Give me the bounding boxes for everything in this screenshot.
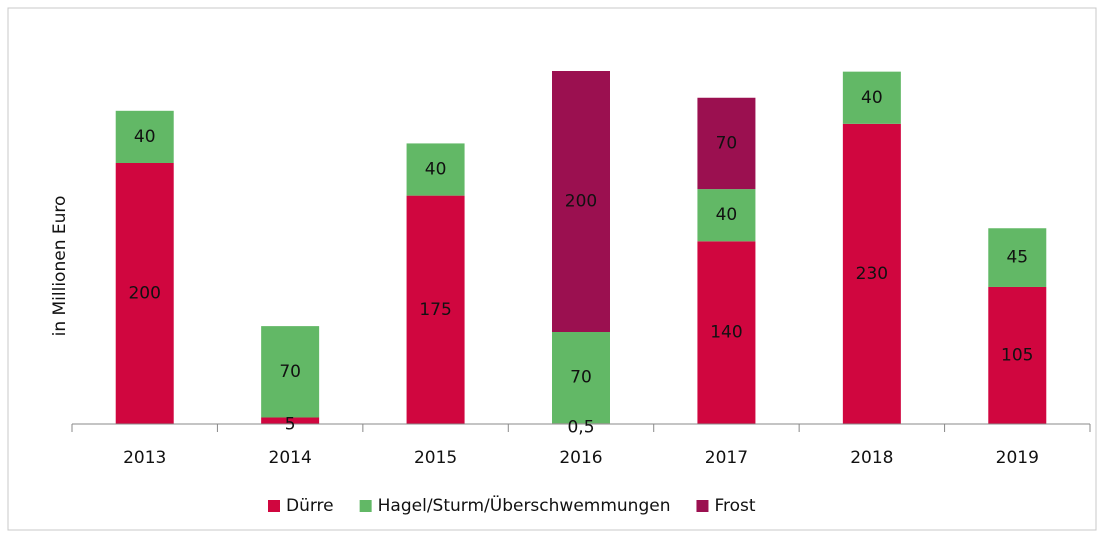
data-label: 70	[279, 362, 301, 382]
legend-label: Dürre	[286, 496, 334, 516]
y-axis-label: in Millionen Euro	[50, 196, 70, 337]
data-label: 200	[565, 191, 597, 211]
legend-swatch	[696, 500, 709, 512]
x-tick-label: 2015	[414, 448, 457, 468]
bar-segment	[842, 71, 901, 124]
data-label: 70	[570, 368, 592, 388]
legend-label: Frost	[714, 496, 755, 516]
x-tick-label: 2019	[996, 448, 1039, 468]
bar-segment	[697, 241, 756, 424]
data-label: 0,5	[567, 418, 594, 438]
bar-segment	[697, 97, 756, 190]
data-label: 40	[134, 127, 156, 147]
x-tick-label: 2016	[559, 448, 602, 468]
data-label: 230	[856, 264, 888, 284]
bar-segment	[115, 163, 174, 424]
legend-swatch	[359, 500, 372, 512]
data-label: 105	[1001, 345, 1033, 365]
bar-segment	[842, 123, 901, 424]
data-label: 40	[861, 88, 883, 108]
bar-segment	[406, 143, 465, 196]
bar-segment	[261, 326, 320, 418]
data-label: 45	[1006, 248, 1028, 268]
data-label: 175	[419, 300, 451, 320]
legend-swatch	[268, 500, 280, 512]
bar-segment	[115, 110, 174, 163]
data-label: 70	[716, 133, 738, 153]
data-label: 40	[716, 205, 738, 225]
bar-segment	[406, 195, 465, 424]
x-tick-label: 2017	[705, 448, 748, 468]
data-label: 140	[710, 323, 742, 343]
data-label: 40	[425, 160, 447, 180]
x-tick-label: 2018	[850, 448, 893, 468]
bar-segment	[697, 189, 756, 242]
bar-segment	[261, 417, 320, 424]
bar-segment	[552, 70, 610, 332]
bar-segment	[988, 228, 1047, 287]
bar-segment	[988, 286, 1047, 424]
x-tick-label: 2013	[123, 448, 166, 468]
legend-label: Hagel/Sturm/Überschwemmungen	[378, 494, 671, 516]
x-tick-label: 2014	[269, 448, 312, 468]
bar-segment	[552, 331, 610, 424]
data-label: 200	[128, 284, 160, 304]
data-label: 5	[285, 415, 296, 435]
